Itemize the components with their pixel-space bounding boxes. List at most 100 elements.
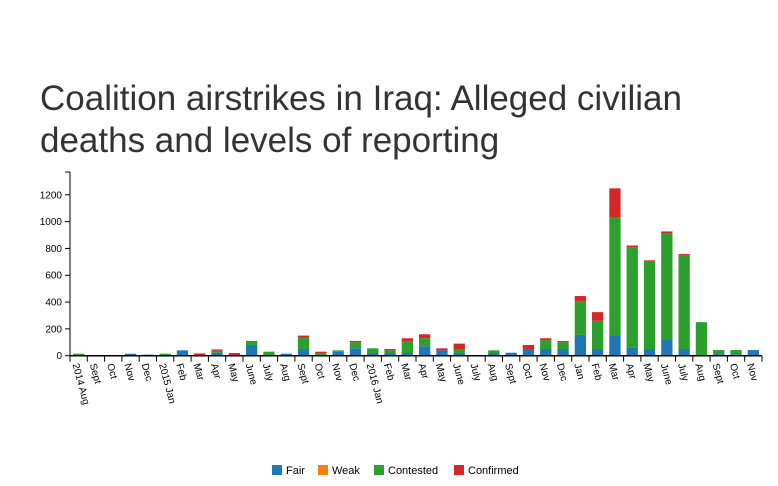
x-tick-label: Oct <box>519 362 534 380</box>
bar-fair-37 <box>713 354 725 356</box>
x-tick: July <box>467 355 483 382</box>
bar-contested-14 <box>315 353 327 356</box>
x-tick-label: Sept <box>87 362 103 385</box>
x-tick-label: Mar <box>191 362 206 382</box>
x-tick-label: Aug <box>692 362 707 382</box>
x-tick-label: Sept <box>294 362 310 385</box>
x-tick-label: July <box>260 362 275 382</box>
y-tick: 1000 <box>40 217 70 228</box>
x-tick-label: Apr <box>208 362 223 381</box>
x-tick: June <box>657 355 674 387</box>
bar-contested-24 <box>488 350 500 354</box>
x-tick-label: Aug <box>277 362 292 382</box>
bar-fair-6 <box>176 350 189 356</box>
bar-fair-8 <box>211 352 223 356</box>
x-tick: June <box>242 355 259 387</box>
x-tick: Mar <box>605 355 621 382</box>
bar-fair-3 <box>124 353 137 356</box>
bar-confirmed-33 <box>643 260 656 262</box>
x-tick: Feb <box>173 355 189 382</box>
x-tick-label: Mar <box>606 362 621 382</box>
x-tick-label: May <box>433 362 449 383</box>
x-tick-label: July <box>675 362 690 382</box>
bar-fair-20 <box>419 346 431 356</box>
x-tick-label: Apr <box>416 362 431 381</box>
y-tick-label: 600 <box>45 271 62 282</box>
x-tick-label: Feb <box>381 362 396 382</box>
x-tick-label: Mar <box>398 362 413 382</box>
x-tick: Sept <box>709 355 726 385</box>
bar-confirmed-29 <box>574 296 586 302</box>
x-tick: Sept <box>86 355 103 385</box>
legend-item-fair[interactable]: Fair <box>272 465 305 477</box>
x-tick: Sept <box>502 355 518 385</box>
bar-contested-29 <box>574 301 586 335</box>
bar-contested-31 <box>609 217 621 336</box>
bar-fair-39 <box>747 350 759 356</box>
x-tick-label: Oct <box>312 362 327 380</box>
bar-fair-28 <box>557 348 569 356</box>
x-tick-label: Apr <box>623 362 638 381</box>
x-tick: Mar <box>190 355 206 382</box>
bar-fair-38 <box>730 354 742 356</box>
x-tick: Nov <box>121 355 137 382</box>
legend-swatch <box>374 465 384 475</box>
x-tick: Dec <box>553 355 569 382</box>
bar-confirmed-9 <box>228 353 240 356</box>
bar-fair-33 <box>643 348 656 356</box>
x-tick: 2015 Jan <box>156 355 177 405</box>
legend-item-weak[interactable]: Weak <box>318 465 360 477</box>
legend-item-confirmed[interactable]: Confirmed <box>454 465 519 477</box>
x-tick: Aug <box>277 355 292 382</box>
bar-confirmed-34 <box>661 231 673 234</box>
x-tick: Oct <box>311 355 327 380</box>
x-tick: Dec <box>346 355 362 382</box>
bar-fair-30 <box>592 348 604 356</box>
bar-contested-17 <box>367 348 379 354</box>
bar-confirmed-35 <box>678 254 690 256</box>
bar-confirmed-30 <box>592 312 604 321</box>
bar-fair-26 <box>522 348 535 356</box>
bar-contested-20 <box>419 338 431 347</box>
x-tick-label: Sept <box>502 362 518 385</box>
x-tick-label: Nov <box>329 362 344 382</box>
x-tick-label: 2015 Jan <box>156 362 177 405</box>
bar-confirmed-7 <box>194 353 206 356</box>
bar-contested-13 <box>297 337 310 349</box>
x-tick-label: Oct <box>104 362 119 380</box>
bar-confirmed-18 <box>384 348 396 351</box>
y-tick-label: 800 <box>45 244 62 255</box>
x-tick: Oct <box>104 355 119 380</box>
bar-fair-35 <box>678 348 690 356</box>
bar-fair-16 <box>349 348 362 356</box>
x-tick: 2016 Jan <box>363 355 385 405</box>
legend-item-contested[interactable]: Contested <box>374 465 438 477</box>
bar-confirmed-19 <box>401 338 413 342</box>
bar-confirmed-14 <box>315 351 327 354</box>
x-tick-label: Jan <box>571 362 586 380</box>
x-tick-label: Nov <box>537 362 552 382</box>
bar-contested-35 <box>678 255 690 349</box>
bar-contested-5 <box>159 353 171 356</box>
bar-confirmed-31 <box>609 188 621 218</box>
y-tick: 1200 <box>40 190 70 201</box>
bar-contested-19 <box>401 341 413 354</box>
bar-fair-21 <box>436 350 448 356</box>
bar-confirmed-13 <box>297 335 310 338</box>
bar-fair-27 <box>540 348 552 356</box>
x-tick: Oct <box>519 355 534 380</box>
bar-confirmed-22 <box>453 343 465 349</box>
bar-contested-33 <box>643 261 656 349</box>
y-tick-label: 1000 <box>40 217 63 228</box>
x-tick: 2014 Aug <box>69 355 91 406</box>
x-tick: Apr <box>623 355 638 381</box>
x-tick: Feb <box>380 355 396 382</box>
bar-contested-38 <box>730 350 742 355</box>
x-tick: May <box>640 355 656 383</box>
x-tick-label: Dec <box>346 362 361 382</box>
y-tick: 0 <box>56 351 70 362</box>
bar-confirmed-8 <box>211 349 223 351</box>
bar-confirmed-27 <box>540 338 552 341</box>
x-tick: Dec <box>138 355 154 382</box>
